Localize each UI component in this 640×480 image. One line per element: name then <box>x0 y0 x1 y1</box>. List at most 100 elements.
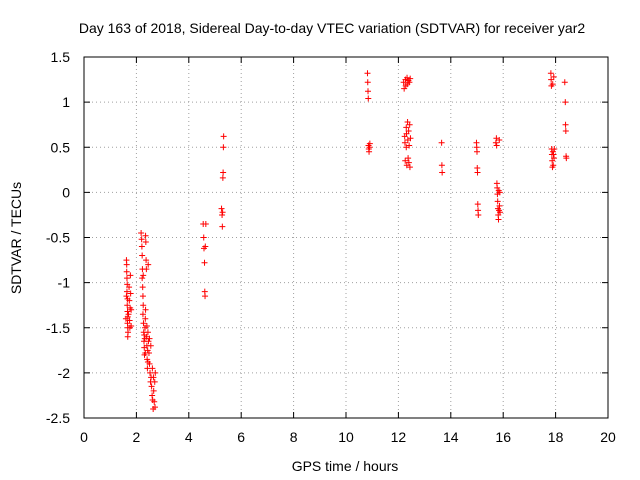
data-point <box>126 297 133 304</box>
data-point <box>365 95 372 102</box>
data-point <box>405 155 412 162</box>
data-point <box>138 243 145 250</box>
data-point <box>401 139 408 146</box>
data-point <box>495 216 502 223</box>
y-axis-label: SDTVAR / TECUs <box>8 182 24 294</box>
x-tick-label: 0 <box>80 429 88 445</box>
data-point <box>220 144 227 151</box>
data-point <box>496 189 503 196</box>
data-point <box>128 306 135 313</box>
data-point <box>141 331 148 338</box>
y-tick-label: 1.5 <box>51 49 71 65</box>
data-point <box>364 70 371 77</box>
data-point <box>497 209 504 216</box>
data-point <box>144 329 151 336</box>
data-point <box>549 81 556 88</box>
data-point <box>551 155 558 162</box>
data-point <box>365 88 372 95</box>
data-point <box>218 205 225 212</box>
data-point <box>366 148 373 155</box>
data-point <box>547 70 554 77</box>
x-tick-label: 14 <box>443 429 459 445</box>
data-point <box>550 73 557 80</box>
data-point <box>562 128 569 135</box>
x-tick-label: 10 <box>338 429 354 445</box>
y-tick-label: -1 <box>58 275 71 291</box>
data-point <box>123 293 130 300</box>
data-point <box>123 261 130 268</box>
data-point <box>150 374 157 381</box>
data-point <box>474 148 480 155</box>
data-point <box>123 288 130 295</box>
data-point <box>407 135 414 142</box>
data-point <box>201 259 208 266</box>
data-point <box>127 272 134 279</box>
data-point <box>493 142 500 149</box>
plot-frame <box>83 56 609 419</box>
data-point <box>496 202 503 209</box>
data-point <box>494 184 501 191</box>
data-point <box>123 268 130 275</box>
data-point <box>127 290 134 297</box>
data-point <box>550 151 557 158</box>
data-point <box>200 234 207 241</box>
data-points <box>122 70 570 412</box>
data-point <box>125 311 132 318</box>
data-point <box>496 137 503 144</box>
data-point <box>202 220 209 227</box>
data-point <box>406 164 413 171</box>
data-point <box>404 74 411 81</box>
data-point <box>561 79 568 86</box>
data-point <box>219 211 226 218</box>
grid <box>84 57 608 418</box>
data-point <box>140 320 147 327</box>
data-point <box>139 284 146 291</box>
data-point <box>139 311 146 318</box>
data-point <box>144 359 151 366</box>
y-tick-labels: -2.5 -2 -1.5 -1 -0.5 0 0.5 1 1.5 <box>46 49 70 426</box>
data-point <box>150 387 157 394</box>
data-point <box>126 284 133 291</box>
data-point <box>364 79 371 86</box>
data-point <box>474 169 481 176</box>
y-tick-label: -2.5 <box>46 410 70 426</box>
data-point <box>405 128 412 135</box>
data-point <box>548 76 555 83</box>
data-point <box>151 378 158 385</box>
data-point <box>143 257 150 264</box>
data-point <box>139 252 146 259</box>
data-point <box>140 302 147 309</box>
data-point <box>147 342 154 349</box>
data-point <box>142 232 149 239</box>
data-point <box>407 75 414 82</box>
data-point <box>142 306 149 313</box>
data-point <box>406 79 413 86</box>
data-point <box>563 155 570 162</box>
data-point <box>138 236 145 243</box>
data-point <box>151 398 158 405</box>
data-point <box>126 317 133 324</box>
y-tick-label: 0 <box>62 184 70 200</box>
x-tick-label: 4 <box>185 429 193 445</box>
data-point <box>145 338 152 345</box>
data-point <box>405 159 412 166</box>
data-point <box>562 121 569 128</box>
data-point <box>144 356 151 363</box>
y-tick-label: -0.5 <box>46 230 70 246</box>
y-tick-label: -2 <box>58 365 71 381</box>
x-tick-label: 20 <box>600 429 616 445</box>
data-point <box>475 211 482 218</box>
x-axis-label: GPS time / hours <box>292 458 399 474</box>
data-point <box>124 308 131 315</box>
data-point <box>562 99 569 106</box>
data-point <box>494 198 501 205</box>
data-point <box>474 201 481 208</box>
data-point <box>139 275 146 282</box>
data-point <box>149 365 156 372</box>
chart-title: Day 163 of 2018, Sidereal Day-to-day VTE… <box>79 20 585 36</box>
y-tick-label: -1.5 <box>46 320 70 336</box>
data-point <box>142 350 149 357</box>
data-point <box>122 315 129 322</box>
data-point <box>401 85 408 92</box>
